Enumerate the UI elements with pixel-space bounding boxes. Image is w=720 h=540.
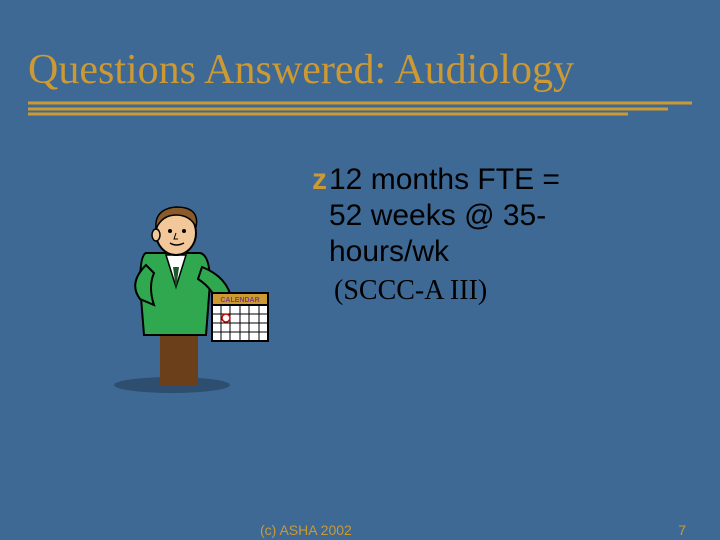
bullet-icon: z: [312, 162, 327, 198]
page-number: 7: [678, 522, 686, 538]
man-calendar-clipart: CALENDAR: [110, 195, 280, 395]
bullet-item: z 12 months FTE = 52 weeks @ 35- hours/w…: [312, 162, 692, 270]
title-underline: [28, 100, 692, 116]
svg-text:CALENDAR: CALENDAR: [220, 297, 259, 304]
bullet-line-3: hours/wk: [329, 234, 560, 270]
sub-note: (SCCC-A III): [334, 274, 692, 308]
title-area: Questions Answered: Audiology: [28, 48, 692, 121]
copyright-text: (c) ASHA 2002: [260, 522, 352, 538]
slide-title: Questions Answered: Audiology: [28, 48, 692, 92]
body-content: z 12 months FTE = 52 weeks @ 35- hours/w…: [312, 162, 692, 308]
bullet-line-2: 52 weeks @ 35-: [329, 198, 560, 234]
bullet-line-1: 12 months FTE =: [329, 162, 560, 198]
